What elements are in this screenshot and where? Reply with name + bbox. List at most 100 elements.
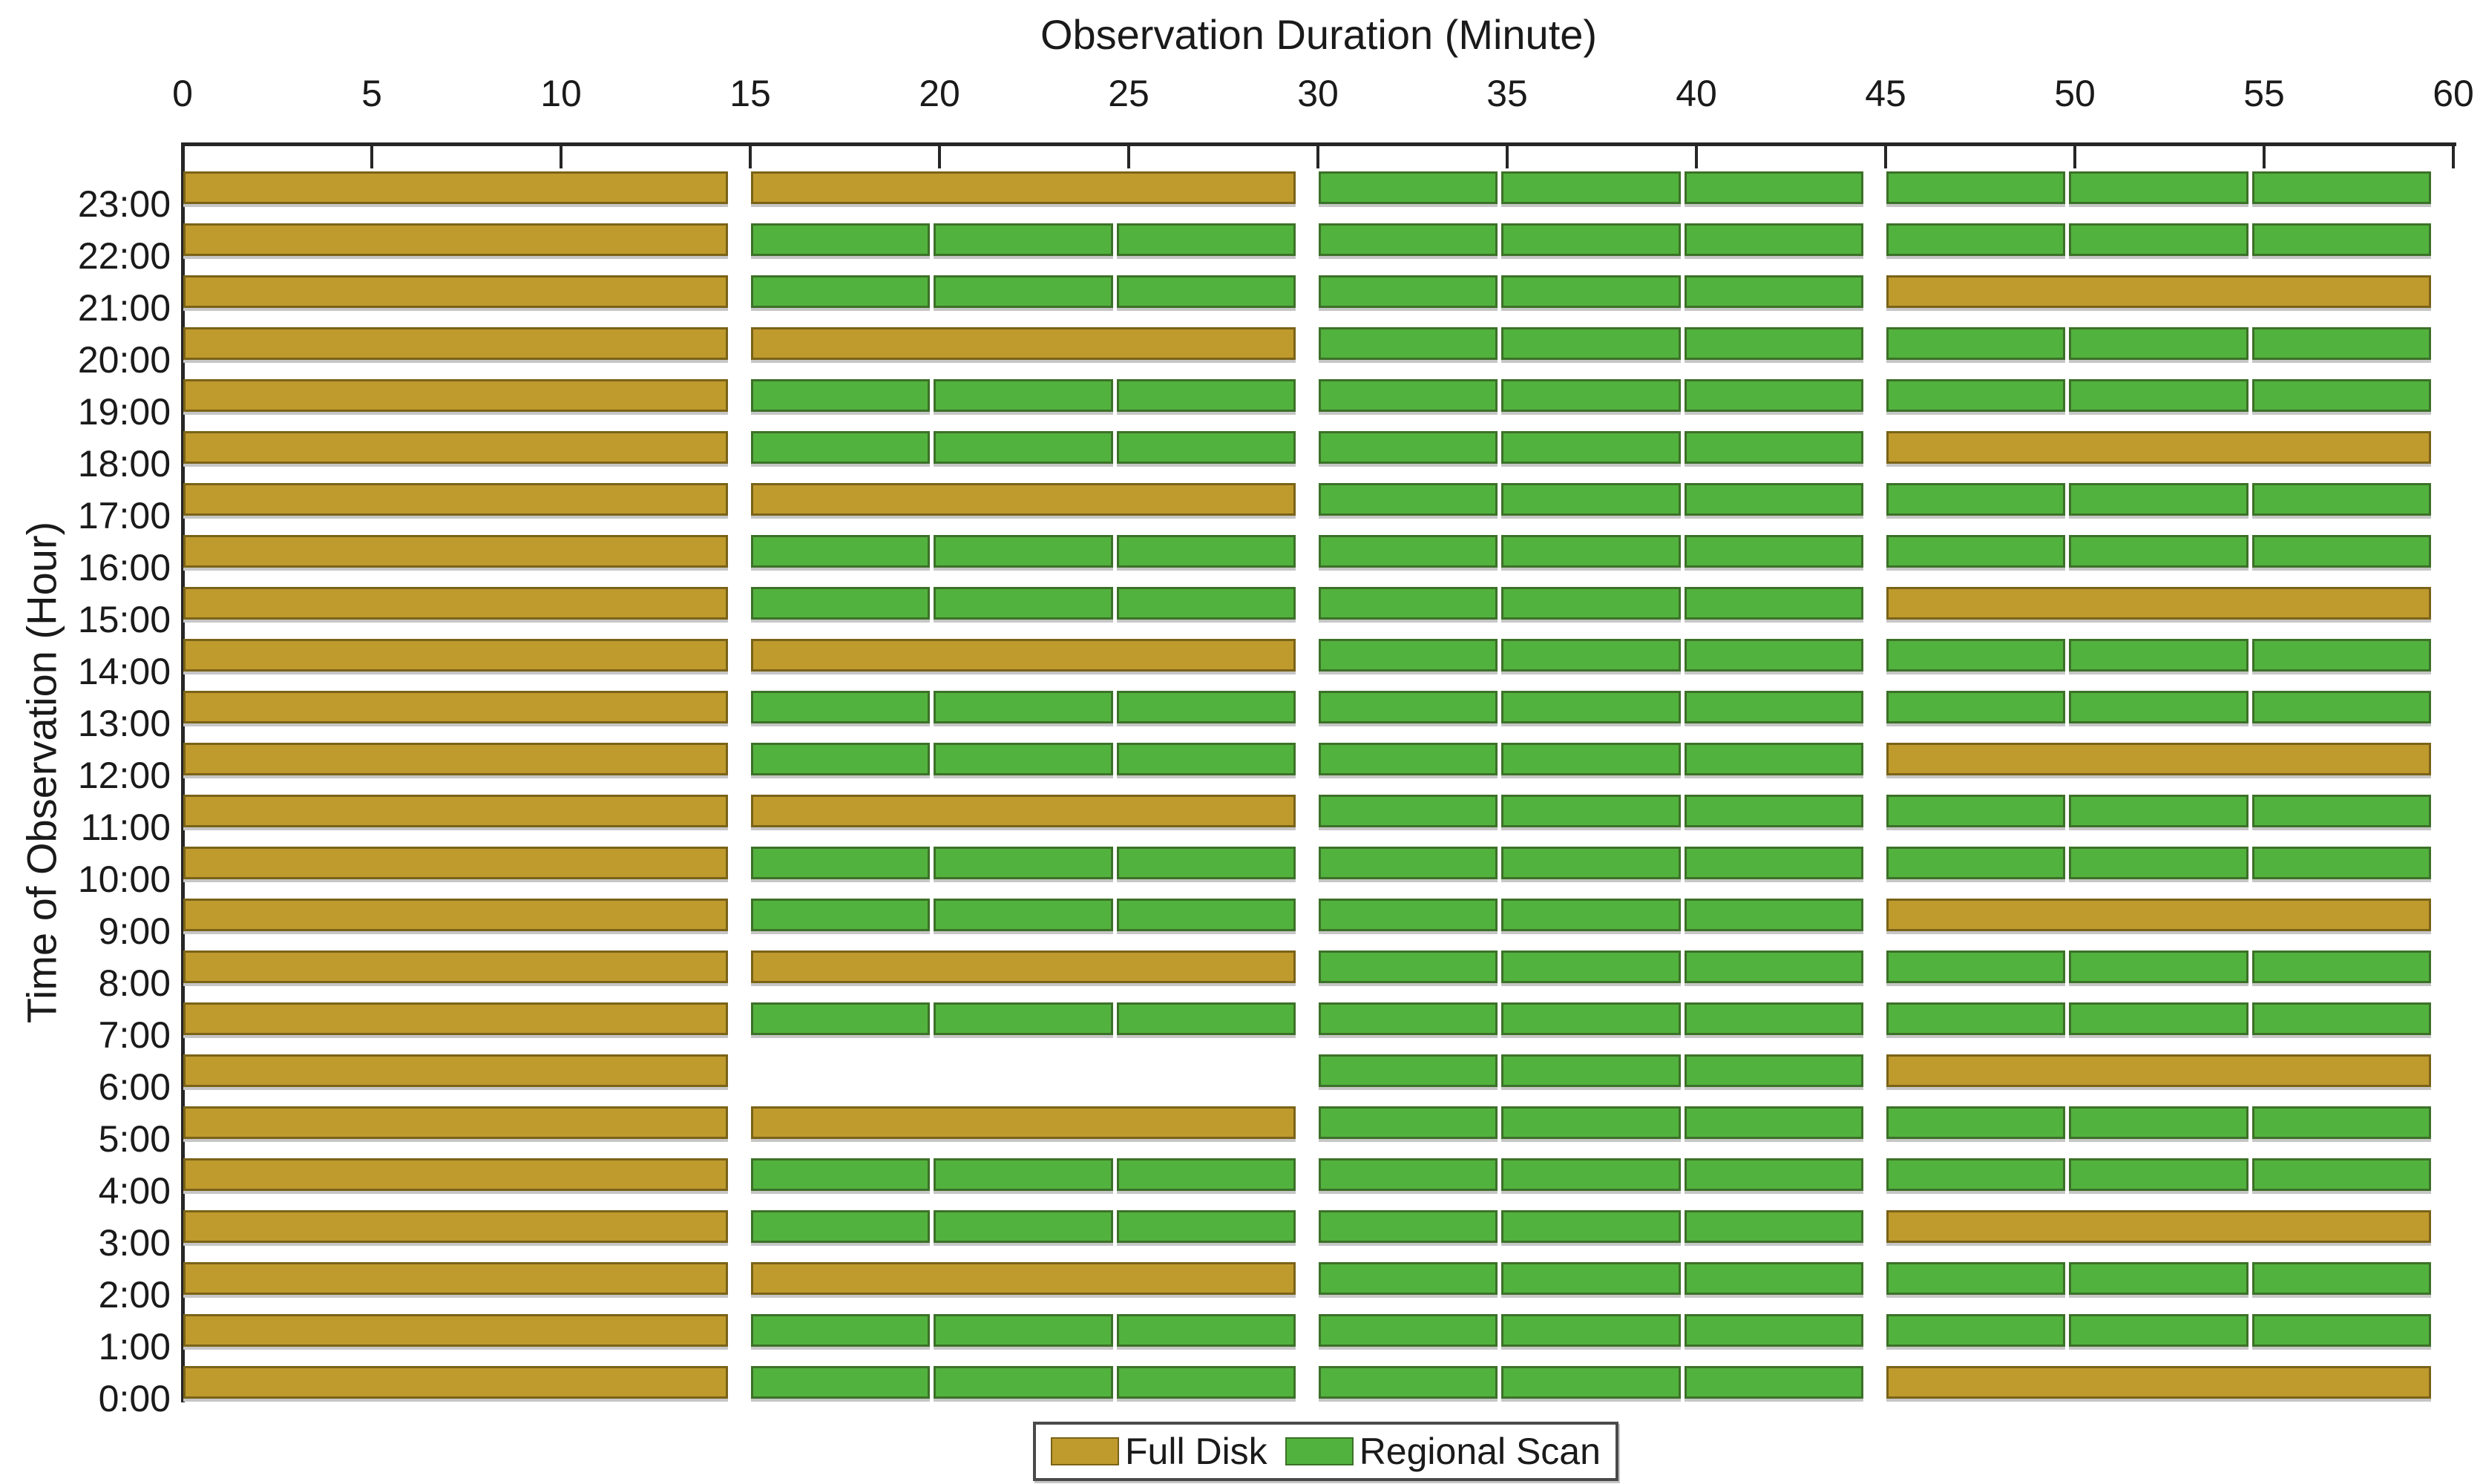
regional-scan-segment — [751, 1210, 931, 1243]
full-disk-block — [183, 951, 728, 983]
regional-scan-block — [751, 1366, 1296, 1399]
regional-scan-segment — [1319, 379, 1498, 412]
full-disk-bar — [751, 951, 1296, 983]
regional-scan-block — [751, 431, 1296, 464]
regional-scan-block — [751, 691, 1296, 723]
hour-label: 22:00 — [77, 235, 171, 277]
regional-scan-segment — [1684, 1158, 1863, 1191]
hour-label: 19:00 — [77, 391, 171, 433]
regional-scan-block — [1886, 1314, 2431, 1347]
y-tick — [186, 826, 209, 829]
regional-scan-segment — [2069, 535, 2249, 568]
x-tick-label: 55 — [2243, 73, 2285, 114]
regional-scan-segment — [2251, 379, 2431, 412]
regional-scan-segment — [1684, 795, 1863, 827]
x-tick — [1695, 146, 1698, 168]
x-tick-label: 25 — [1108, 73, 1149, 114]
regional-scan-segment — [1886, 1158, 2066, 1191]
x-tick-label: 50 — [2054, 73, 2096, 114]
regional-scan-block — [751, 847, 1296, 879]
hour-label: 3:00 — [98, 1222, 171, 1264]
full-disk-block — [751, 1106, 1296, 1139]
full-disk-block — [1886, 431, 2431, 464]
full-disk-bar — [183, 1366, 728, 1399]
regional-scan-segment — [1319, 1210, 1498, 1243]
regional-scan-segment — [1684, 1366, 1863, 1399]
full-disk-bar — [183, 1158, 728, 1191]
regional-scan-block — [1319, 327, 1863, 360]
regional-scan-segment — [934, 691, 1113, 723]
regional-scan-segment — [1501, 275, 1681, 308]
regional-scan-segment — [751, 743, 931, 775]
regional-scan-segment — [2069, 847, 2249, 879]
regional-scan-segment — [2251, 1106, 2431, 1139]
full-disk-block — [183, 327, 728, 360]
full-disk-block — [183, 535, 728, 568]
regional-scan-segment — [1319, 847, 1498, 879]
x-tick-label: 40 — [1676, 73, 1717, 114]
full-disk-bar — [183, 1054, 728, 1087]
x-tick-label: 60 — [2433, 73, 2474, 114]
full-disk-block — [183, 379, 728, 412]
regional-scan-segment — [1684, 1262, 1863, 1295]
regional-scan-segment — [1501, 483, 1681, 516]
regional-scan-block — [1319, 639, 1863, 672]
regional-scan-segment — [2069, 1262, 2249, 1295]
full-disk-block — [183, 743, 728, 775]
hour-label: 20:00 — [77, 339, 171, 381]
regional-scan-block — [1319, 1366, 1863, 1399]
y-tick — [186, 1397, 209, 1400]
y-tick — [186, 1345, 209, 1348]
regional-scan-block — [751, 535, 1296, 568]
full-disk-bar — [183, 535, 728, 568]
regional-scan-segment — [934, 847, 1113, 879]
regional-scan-segment — [2251, 691, 2431, 723]
regional-scan-segment — [751, 899, 931, 931]
regional-scan-segment — [1886, 691, 2066, 723]
x-tick — [181, 146, 184, 168]
regional-scan-block — [1886, 1262, 2431, 1295]
full-disk-bar — [183, 795, 728, 827]
regional-scan-segment — [2251, 171, 2431, 204]
regional-scan-segment — [1501, 587, 1681, 620]
y-tick — [186, 306, 209, 309]
full-disk-bar — [751, 795, 1296, 827]
regional-scan-segment — [934, 1158, 1113, 1191]
regional-scan-block — [1319, 743, 1863, 775]
full-disk-block — [1886, 587, 2431, 620]
regional-scan-segment — [1319, 1158, 1498, 1191]
full-disk-bar — [751, 171, 1296, 204]
full-disk-block — [183, 275, 728, 308]
full-disk-block — [1886, 1054, 2431, 1087]
regional-scan-block — [1886, 1158, 2431, 1191]
full-disk-bar — [183, 1002, 728, 1035]
legend-label: Regional Scan — [1359, 1431, 1601, 1472]
regional-scan-segment — [2251, 535, 2431, 568]
regional-scan-segment — [751, 431, 931, 464]
regional-scan-block — [1886, 795, 2431, 827]
regional-scan-segment — [1116, 1158, 1296, 1191]
regional-scan-segment — [2069, 795, 2249, 827]
regional-scan-block — [1886, 1106, 2431, 1139]
regional-scan-block — [1319, 1262, 1863, 1295]
full-disk-block — [751, 639, 1296, 672]
regional-scan-segment — [1501, 1366, 1681, 1399]
full-disk-block — [183, 1158, 728, 1191]
regional-scan-segment — [1501, 1314, 1681, 1347]
regional-scan-segment — [1319, 743, 1498, 775]
hour-label: 23:00 — [77, 183, 171, 225]
regional-scan-block — [1319, 1210, 1863, 1243]
legend-label: Full Disk — [1125, 1431, 1267, 1472]
regional-scan-segment — [1501, 1002, 1681, 1035]
hour-label: 18:00 — [77, 443, 171, 485]
regional-scan-segment — [2069, 483, 2249, 516]
regional-scan-block — [751, 1158, 1296, 1191]
regional-scan-segment — [1684, 379, 1863, 412]
regional-scan-block — [751, 379, 1296, 412]
regional-scan-block — [1319, 847, 1863, 879]
y-tick — [186, 878, 209, 881]
y-tick — [186, 358, 209, 361]
regional-scan-segment — [1116, 431, 1296, 464]
full-disk-bar — [183, 275, 728, 308]
y-tick — [186, 930, 209, 933]
